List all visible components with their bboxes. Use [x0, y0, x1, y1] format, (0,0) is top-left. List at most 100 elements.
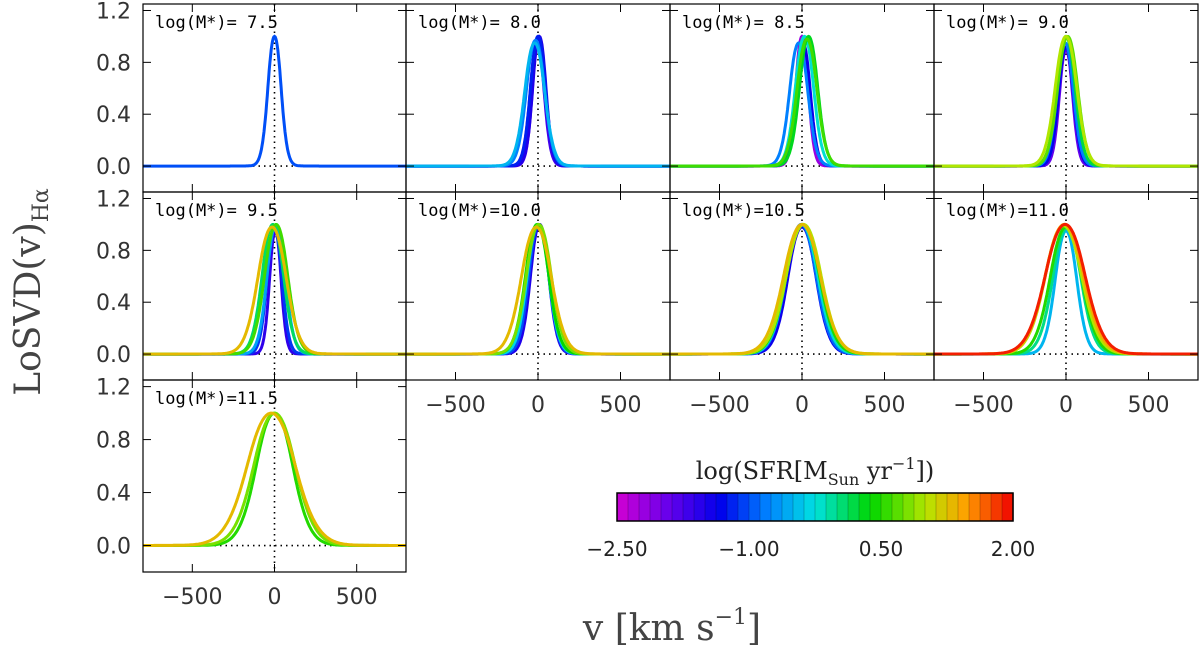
colorbar-gradient	[616, 492, 1014, 522]
losvd-curve	[406, 222, 670, 356]
colorbar-step	[924, 492, 937, 522]
colorbar-step	[814, 492, 827, 522]
colorbar-tick-label: −1.00	[718, 537, 779, 561]
y-tick-label: 1.2	[96, 376, 131, 401]
colorbar-step	[627, 492, 640, 522]
losvd-curve	[406, 222, 670, 356]
x-tick-label: 0	[1059, 393, 1073, 418]
y-tick-label: 0.8	[96, 239, 131, 264]
y-tick-label: 0.4	[96, 291, 131, 316]
losvd-curve	[406, 222, 670, 356]
losvd-curve	[934, 34, 1198, 168]
losvd-curve	[934, 47, 1198, 168]
panel-grid: 0.0 0.4 0.8 1.2 log(M*)= 7.5 log(M*)= 8.0 log(…	[96, 0, 1199, 610]
curves	[670, 34, 934, 168]
colorbar-frame	[616, 492, 1014, 522]
panel-mass-label: log(M*)= 9.5	[155, 201, 278, 221]
colorbar-step	[704, 492, 717, 522]
colorbar-step	[682, 492, 695, 522]
losvd-curve	[406, 34, 670, 168]
colorbar-step	[858, 492, 871, 522]
losvd-curve	[934, 222, 1198, 356]
losvd-curve	[406, 34, 670, 168]
colorbar-step	[748, 492, 761, 522]
curves	[934, 34, 1198, 168]
colorbar-step	[792, 492, 805, 522]
curves	[143, 34, 406, 168]
panel-mass-label: log(M*)= 9.0	[946, 13, 1069, 33]
panel-mass-label: log(M*)=11.0	[946, 201, 1069, 221]
losvd-curve	[143, 223, 406, 356]
losvd-curve	[406, 41, 670, 168]
panel-mass-label: log(M*)=11.5	[155, 389, 278, 409]
colorbar-step	[693, 492, 706, 522]
panel-5: 0.0 0.4 0.8 1.2 log(M*)= 9.5	[96, 187, 407, 381]
losvd-curve	[934, 34, 1198, 168]
y-tick-label: 0.0	[96, 343, 131, 368]
curves	[143, 411, 406, 547]
losvd-curve	[406, 34, 670, 168]
colorbar-step	[946, 492, 959, 522]
losvd-curve	[143, 223, 406, 356]
x-tick-label: 500	[600, 393, 642, 418]
x-tick-label: 500	[1128, 393, 1170, 418]
colorbar-step	[660, 492, 673, 522]
colorbar-tick-label: 0.50	[859, 537, 904, 561]
colorbar-step	[935, 492, 948, 522]
x-tick-label: −500	[425, 393, 485, 418]
y-tick-label: 0.0	[96, 535, 131, 560]
losvd-curve	[406, 223, 670, 356]
panel-1: 0.0 0.4 0.8 1.2 log(M*)= 7.5	[96, 0, 407, 193]
losvd-curve	[143, 34, 406, 168]
losvd-curve	[670, 37, 934, 168]
x-tick-label: −500	[689, 393, 749, 418]
losvd-curve	[934, 35, 1198, 168]
colorbar-step	[979, 492, 992, 522]
curves	[406, 34, 670, 168]
colorbar-step	[616, 492, 629, 522]
x-tick-label: 0	[531, 393, 545, 418]
colorbar-step	[825, 492, 838, 522]
colorbar-step	[671, 492, 684, 522]
x-tick-label: 0	[795, 393, 809, 418]
y-tick-label: 0.8	[96, 51, 131, 76]
panel-4: log(M*)= 9.0	[933, 3, 1199, 193]
panel-9: 0.0 0.4 0.8 1.2 −500 0 500 log(M*)=11.5	[96, 376, 407, 610]
panel-mass-label: log(M*)=10.0	[418, 201, 541, 221]
colorbar-ticks: −2.50 −1.00 0.50 2.00	[586, 537, 1035, 561]
panel-7: −500 0 500 log(M*)=10.5	[669, 191, 935, 418]
colorbar-step	[770, 492, 783, 522]
panel-3: log(M*)= 8.5	[669, 3, 935, 193]
curves	[143, 223, 406, 356]
x-tick-label: −500	[162, 585, 222, 610]
panel-2: log(M*)= 8.0	[405, 3, 671, 193]
losvd-curve	[143, 225, 406, 356]
y-tick-label: 0.4	[96, 103, 131, 128]
colorbar-step	[990, 492, 1003, 522]
colorbar-step	[957, 492, 970, 522]
colorbar-step	[869, 492, 882, 522]
x-tick-label: −500	[953, 393, 1013, 418]
y-tick-label: 0.8	[96, 429, 131, 454]
losvd-curve	[143, 411, 406, 547]
colorbar-step	[847, 492, 860, 522]
losvd-curve	[670, 222, 934, 356]
colorbar-step	[649, 492, 662, 522]
curves	[934, 222, 1198, 356]
colorbar-step	[759, 492, 772, 522]
y-tick-label: 0.4	[96, 482, 131, 507]
colorbar-step	[891, 492, 904, 522]
x-tick-label: 500	[336, 585, 378, 610]
panel-mass-label: log(M*)=10.5	[682, 201, 805, 221]
colorbar-step	[913, 492, 926, 522]
colorbar-tick-label: −2.50	[586, 537, 647, 561]
colorbar-step	[902, 492, 915, 522]
x-tick-label: 0	[268, 585, 282, 610]
colorbar-tick-label: 2.00	[991, 537, 1036, 561]
sfr-colorbar: log(SFR[MSun yr−1]) −2.50 −1.00 0.50 2.00	[586, 454, 1035, 561]
panel-6: −500 0 500 log(M*)=10.0	[405, 191, 671, 418]
curves	[670, 222, 934, 356]
panel-mass-label: log(M*)= 8.0	[418, 13, 541, 33]
y-tick-label: 1.2	[96, 187, 131, 212]
